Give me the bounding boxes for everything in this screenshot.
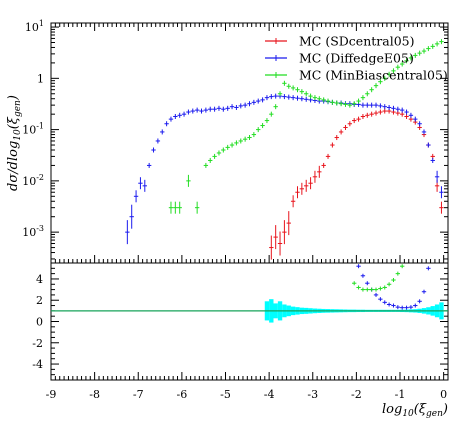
legend-entry: MC (DiffedgeE05) (299, 51, 414, 66)
x-tick-label: -4 (264, 388, 275, 401)
y-tick-label: 1 (37, 72, 44, 85)
y-tick-label: 101 (25, 19, 44, 34)
ratio-panel: 4 2 0 -2 -4 (32, 262, 449, 381)
ratio-ticks: 4 2 0 -2 -4 (32, 267, 448, 380)
ratio-plot-frame (50, 262, 449, 381)
y-tick-label: 10-3 (22, 224, 44, 239)
y-axis-title: dσ/dlog10(ξgen) (6, 95, 23, 191)
x-tick-label: -6 (177, 388, 188, 401)
ratio-y-tick-label: 2 (36, 294, 43, 307)
y-tick-label: 10-2 (22, 173, 44, 188)
legend-entry: MC (MinBiascentral05) (299, 68, 448, 83)
main-y-ticks: 10-3 10-2 10-1 1 101 (22, 19, 448, 263)
x-tick-label: 0 (440, 388, 447, 401)
x-axis-title: log10(ξgen) (382, 402, 448, 419)
x-tick-labels: -9 -8 -7 -6 -5 -4 -3 -2 -1 0 (46, 388, 447, 401)
x-tick-label: -2 (351, 388, 362, 401)
x-tick-label: -8 (89, 388, 100, 401)
legend-entry: MC (SDcentral05) (299, 34, 414, 49)
legend: MC (SDcentral05) MC (DiffedgeE05) MC (MinB… (265, 34, 448, 83)
ratio-y-tick-label: 4 (36, 273, 43, 286)
x-tick-label: -9 (46, 388, 57, 401)
x-tick-label: -7 (133, 388, 144, 401)
main-panel: 10-3 10-2 10-1 1 101 (22, 19, 449, 264)
ratio-y-tick-label: 0 (36, 316, 43, 329)
y-tick-label: 10-1 (22, 122, 44, 137)
x-tick-label: -5 (220, 388, 231, 401)
main-series (125, 39, 444, 260)
x-tick-label: -3 (307, 388, 318, 401)
ratio-series (352, 264, 431, 310)
ratio-y-tick-label: -2 (32, 337, 43, 350)
x-tick-label: -1 (395, 388, 406, 401)
ratio-y-tick-label: -4 (32, 358, 43, 371)
